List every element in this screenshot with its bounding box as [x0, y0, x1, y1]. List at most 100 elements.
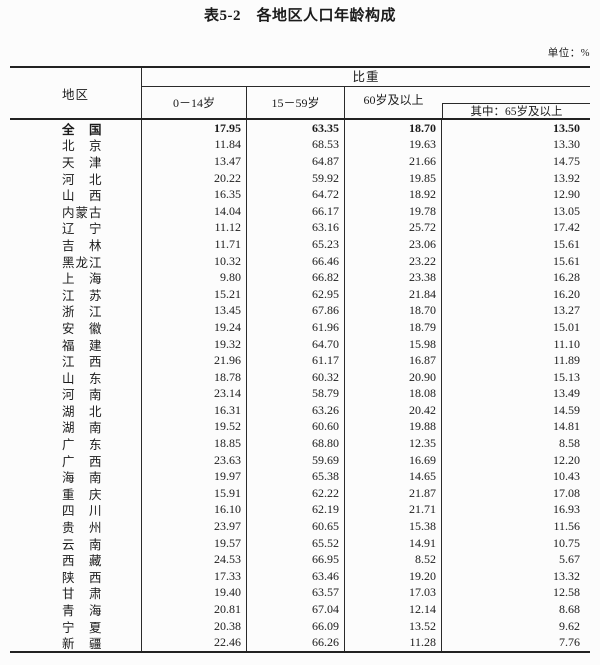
table-row: 北 京 11.84 68.53 19.63 13.30	[10, 136, 590, 154]
region-cell: 江 西	[10, 352, 142, 369]
value-60-plus: 21.84	[345, 285, 442, 303]
value-0-14: 19.57	[142, 534, 247, 552]
value-0-14: 23.97	[142, 518, 247, 535]
value-65-plus: 8.68	[559, 602, 580, 617]
value-0-14: 17.33	[142, 568, 247, 585]
col-header-60-plus: 60岁及以上	[363, 93, 424, 107]
col-header-65-plus: 其中：65岁及以上	[442, 103, 590, 118]
region-cell: 浙 江	[10, 302, 142, 319]
value-65-plus: 13.27	[553, 303, 580, 318]
table-row: 西 藏 24.53 66.95 8.52 5.67	[10, 551, 590, 568]
value-60-plus: 8.52	[345, 551, 442, 569]
value-65-plus: 15.13	[553, 369, 580, 384]
value-65-plus: 13.92	[553, 170, 580, 185]
value-15-59: 62.19	[247, 501, 345, 519]
value-0-14: 20.81	[142, 601, 247, 618]
region-cell: 贵 州	[10, 518, 142, 535]
value-0-14: 18.78	[142, 368, 247, 386]
value-65-plus: 5.67	[559, 552, 580, 567]
value-65-plus: 14.59	[553, 402, 580, 417]
unit-label: 单位：%	[547, 48, 590, 59]
value-15-59: 65.23	[247, 236, 345, 253]
value-15-59: 68.53	[247, 136, 345, 154]
value-60-plus: 17.03	[345, 584, 442, 602]
table-row: 山 西 16.35 64.72 18.92 12.90	[10, 186, 590, 203]
value-65-plus: 10.75	[553, 535, 580, 550]
region-cell: 辽 宁	[10, 219, 142, 236]
region-cell: 广 西	[10, 451, 142, 469]
region-cell: 天 津	[10, 153, 142, 170]
value-65-plus: 13.50	[553, 120, 580, 135]
value-65-plus: 8.58	[559, 436, 580, 451]
value-65-plus: 11.10	[553, 336, 580, 351]
value-65-plus: 13.32	[553, 568, 580, 583]
value-15-59: 61.96	[247, 319, 345, 336]
value-0-14: 9.80	[142, 269, 247, 286]
value-65-plus: 14.81	[553, 419, 580, 434]
value-0-14: 19.24	[142, 319, 247, 336]
value-65-plus: 15.01	[553, 319, 580, 334]
value-0-14: 13.45	[142, 302, 247, 320]
region-cell: 全 国	[10, 120, 142, 137]
value-0-14: 11.84	[142, 136, 247, 154]
value-15-59: 63.57	[247, 584, 345, 602]
region-cell: 青 海	[10, 601, 142, 618]
region-cell: 海 南	[10, 468, 142, 485]
value-0-14: 23.63	[142, 451, 247, 469]
value-60-plus: 14.91	[345, 534, 442, 552]
table-row: 全 国 17.95 63.35 18.70 13.50	[10, 120, 590, 137]
value-15-59: 67.86	[247, 302, 345, 320]
value-0-14: 11.71	[142, 236, 247, 253]
value-60-plus: 23.38	[345, 269, 442, 286]
value-60-plus: 23.06	[345, 236, 442, 253]
region-cell: 山 西	[10, 186, 142, 203]
value-15-59: 61.17	[247, 352, 345, 369]
region-cell: 山 东	[10, 368, 142, 386]
region-cell: 安 徽	[10, 319, 142, 336]
value-60-plus: 18.70	[345, 302, 442, 320]
table-row: 青 海 20.81 67.04 12.14 8.68	[10, 601, 590, 618]
value-0-14: 13.47	[142, 153, 247, 170]
value-65-plus: 13.30	[553, 137, 580, 152]
sub-header-row: 0－14岁 15－59岁 60岁及以上 其中：65岁及以上	[142, 87, 590, 118]
value-60-plus: 21.87	[345, 485, 442, 502]
value-15-59: 60.65	[247, 518, 345, 535]
table-row: 云 南 19.57 65.52 14.91 10.75	[10, 534, 590, 552]
region-cell: 新 疆	[10, 634, 142, 651]
region-cell: 湖 北	[10, 402, 142, 419]
value-65-plus: 13.49	[553, 386, 580, 401]
value-65-plus: 12.20	[553, 452, 580, 467]
value-60-plus: 19.88	[345, 418, 442, 436]
value-65-plus: 11.56	[553, 519, 580, 534]
value-0-14: 16.31	[142, 402, 247, 419]
value-60-plus: 21.71	[345, 501, 442, 519]
region-cell: 福 建	[10, 335, 142, 353]
table-row: 辽 宁 11.12 63.16 25.72 17.42	[10, 219, 590, 236]
value-15-59: 67.04	[247, 601, 345, 618]
table-row: 黑龙江 10.32 66.46 23.22 15.61	[10, 252, 590, 270]
value-65-plus: 10.43	[553, 469, 580, 484]
value-15-59: 65.52	[247, 534, 345, 552]
table-row: 湖 南 19.52 60.60 19.88 14.81	[10, 418, 590, 436]
value-0-14: 19.32	[142, 335, 247, 353]
value-0-14: 19.52	[142, 418, 247, 436]
value-0-14: 19.97	[142, 468, 247, 486]
table-row: 湖 北 16.31 63.26 20.42 14.59	[10, 402, 590, 419]
value-15-59: 68.80	[247, 435, 345, 452]
table-row: 甘 肃 19.40 63.57 17.03 12.58	[10, 584, 590, 602]
region-cell: 重 庆	[10, 485, 142, 502]
table-row: 陕 西 17.33 63.46 19.20 13.32	[10, 568, 590, 585]
region-cell: 广 东	[10, 435, 142, 452]
value-15-59: 58.79	[247, 385, 345, 403]
page-title: 表5-2 各地区人口年龄构成	[204, 8, 396, 24]
region-cell: 内蒙古	[10, 202, 142, 220]
value-15-59: 66.95	[247, 551, 345, 569]
table-row: 海 南 19.97 65.38 14.65 10.43	[10, 468, 590, 485]
value-0-14: 15.21	[142, 285, 247, 303]
value-60-plus: 23.22	[345, 252, 442, 270]
value-60-plus: 16.87	[345, 352, 442, 369]
value-15-59: 63.26	[247, 402, 345, 419]
region-cell: 陕 西	[10, 568, 142, 585]
value-0-14: 24.53	[142, 551, 247, 569]
